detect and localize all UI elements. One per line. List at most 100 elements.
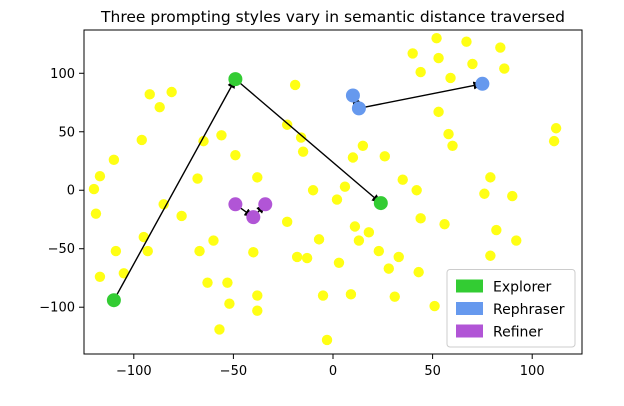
background-point — [252, 172, 263, 183]
background-point — [192, 173, 203, 184]
background-point — [373, 245, 385, 257]
background-point — [90, 208, 102, 219]
background-point — [397, 174, 408, 185]
background-point — [345, 289, 357, 300]
background-point — [321, 334, 333, 346]
background-point — [439, 218, 450, 230]
background-point — [415, 213, 426, 224]
background-point — [445, 72, 456, 84]
legend-swatch-explorer — [456, 279, 483, 293]
background-point — [198, 135, 209, 147]
x-tick-label: −100 — [116, 364, 152, 379]
background-point — [307, 185, 319, 196]
background-point — [118, 268, 130, 279]
background-point — [291, 251, 303, 263]
background-point — [158, 199, 169, 210]
background-point — [289, 79, 301, 91]
background-point — [485, 172, 496, 183]
background-point — [154, 101, 165, 113]
background-point — [413, 266, 424, 278]
legend: Explorer Rephraser Refiner — [446, 269, 576, 348]
background-point — [166, 86, 177, 98]
legend-label-rephraser: Rephraser — [493, 302, 565, 318]
background-point — [224, 298, 235, 309]
background-point — [407, 48, 418, 59]
background-point — [313, 234, 325, 245]
point-refiner — [246, 210, 261, 225]
background-point — [333, 257, 345, 268]
background-points — [88, 32, 562, 346]
background-point — [339, 181, 351, 192]
background-point — [499, 63, 510, 74]
background-point — [383, 263, 394, 274]
point-explorer — [228, 72, 243, 87]
y-tick-label: 100 — [50, 67, 75, 82]
background-point — [88, 183, 100, 195]
background-point — [222, 277, 233, 288]
legend-label-refiner: Refiner — [493, 325, 543, 341]
background-point — [393, 251, 404, 263]
legend-label-explorer: Explorer — [493, 280, 552, 296]
background-point — [230, 149, 241, 161]
point-rephraser — [351, 101, 366, 116]
background-point — [550, 123, 562, 134]
point-rephraser — [345, 88, 360, 103]
background-point — [216, 130, 227, 141]
background-point — [94, 171, 106, 182]
background-point — [110, 245, 122, 257]
background-point — [389, 291, 400, 302]
point-rephraser — [475, 76, 490, 91]
background-point — [443, 128, 454, 140]
arrow — [358, 81, 484, 110]
background-point — [252, 305, 263, 316]
chart-title: Three prompting styles vary in semantic … — [100, 8, 565, 26]
background-point — [433, 52, 444, 64]
background-point — [507, 190, 518, 202]
arrow — [234, 78, 382, 204]
arrow — [113, 78, 237, 301]
background-point — [281, 119, 293, 130]
background-point — [357, 140, 369, 151]
x-tick-label: −50 — [220, 364, 247, 379]
point-refiner — [258, 197, 273, 212]
background-point — [511, 235, 522, 246]
legend-swatch-rephraser — [456, 302, 483, 315]
background-point — [331, 194, 343, 205]
background-point — [94, 271, 106, 283]
axes: −100 −50 0 50 100 −100 −50 0 50 100 — [39, 29, 583, 379]
background-point — [379, 151, 390, 162]
background-point — [202, 277, 213, 288]
background-point — [431, 32, 442, 44]
x-tick-label: 50 — [424, 364, 441, 379]
background-point — [495, 42, 506, 53]
background-point — [301, 252, 313, 264]
y-tick-label: −100 — [39, 301, 75, 316]
background-point — [415, 66, 426, 78]
background-point — [411, 185, 422, 196]
background-point — [214, 324, 225, 335]
background-point — [144, 89, 155, 100]
background-point — [347, 152, 359, 163]
point-explorer — [106, 293, 121, 308]
background-point — [349, 221, 361, 232]
background-point — [297, 146, 309, 157]
background-point — [548, 135, 560, 147]
background-point — [142, 245, 153, 257]
background-point — [433, 106, 444, 118]
background-point — [363, 227, 375, 238]
background-point — [491, 224, 502, 236]
y-tick-label: 0 — [67, 184, 75, 199]
background-point — [295, 132, 307, 143]
background-point — [317, 290, 329, 301]
y-tick-label: 50 — [58, 125, 75, 140]
x-tick-label: 100 — [520, 364, 545, 379]
background-point — [447, 140, 458, 151]
background-point — [136, 134, 147, 146]
background-point — [108, 154, 120, 166]
background-point — [248, 247, 259, 258]
background-point — [252, 290, 263, 301]
background-point — [353, 235, 365, 246]
background-point — [461, 36, 472, 47]
legend-swatch-refiner — [456, 324, 483, 338]
